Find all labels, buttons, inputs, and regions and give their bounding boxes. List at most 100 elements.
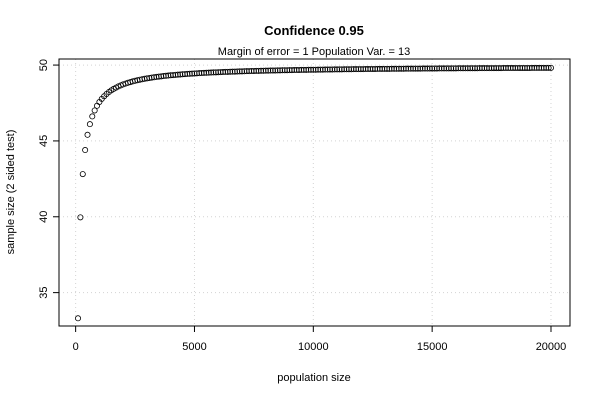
data-point xyxy=(184,70,191,77)
data-point xyxy=(407,65,414,72)
data-point xyxy=(348,66,355,73)
data-point xyxy=(272,67,279,74)
data-point xyxy=(239,68,246,75)
data-point xyxy=(158,73,165,80)
data-point xyxy=(284,67,291,74)
data-point xyxy=(198,70,205,77)
data-point xyxy=(355,66,362,73)
data-point xyxy=(174,71,181,78)
data-point xyxy=(457,65,464,72)
data-point xyxy=(429,65,436,72)
data-point xyxy=(547,64,554,71)
data-point xyxy=(89,113,96,120)
data-point xyxy=(443,65,450,72)
data-point xyxy=(219,69,226,76)
data-point xyxy=(474,65,481,72)
data-point xyxy=(441,65,448,72)
data-point xyxy=(422,65,429,72)
data-point xyxy=(331,66,338,73)
data-point xyxy=(353,66,360,73)
data-point xyxy=(186,70,193,77)
data-point xyxy=(376,65,383,72)
data-point xyxy=(224,68,231,75)
data-point xyxy=(414,65,421,72)
data-point xyxy=(350,66,357,73)
data-point xyxy=(483,65,490,72)
data-point xyxy=(433,65,440,72)
data-point xyxy=(507,65,514,72)
data-point xyxy=(481,65,488,72)
data-point xyxy=(193,70,200,77)
data-point xyxy=(203,69,210,76)
data-point xyxy=(517,64,524,71)
data-point xyxy=(509,65,516,72)
data-point xyxy=(528,64,535,71)
data-point xyxy=(208,69,215,76)
data-point xyxy=(236,68,243,75)
data-point xyxy=(265,67,272,74)
data-point xyxy=(533,64,540,71)
data-point xyxy=(269,67,276,74)
data-point xyxy=(448,65,455,72)
data-point xyxy=(253,67,260,74)
data-point xyxy=(391,65,398,72)
data-point xyxy=(277,67,284,74)
data-point xyxy=(450,65,457,72)
y-axis: 35 40 45 50 xyxy=(38,59,59,299)
data-point xyxy=(393,65,400,72)
data-point xyxy=(500,65,507,72)
data-point xyxy=(538,64,545,71)
chart-title: Confidence 0.95 xyxy=(264,23,364,38)
data-point xyxy=(196,70,203,77)
data-point xyxy=(490,65,497,72)
data-point xyxy=(324,66,331,73)
data-point xyxy=(288,67,295,74)
data-point xyxy=(462,65,469,72)
data-point xyxy=(436,65,443,72)
data-point xyxy=(479,65,486,72)
data-point xyxy=(540,64,547,71)
data-point xyxy=(502,65,509,72)
data-point xyxy=(298,66,305,73)
data-point xyxy=(84,131,91,138)
data-point xyxy=(362,66,369,73)
y-tick-label: 50 xyxy=(38,59,50,71)
data-point xyxy=(505,65,512,72)
data-point xyxy=(455,65,462,72)
data-point xyxy=(262,67,269,74)
data-point xyxy=(165,72,172,79)
data-point xyxy=(471,65,478,72)
data-point xyxy=(281,67,288,74)
data-point xyxy=(241,68,248,75)
data-point xyxy=(403,65,410,72)
data-point xyxy=(379,65,386,72)
data-point xyxy=(536,64,543,71)
x-tick-label: 10000 xyxy=(298,341,329,353)
data-point xyxy=(215,69,222,76)
x-axis: 0 5000 10000 15000 20000 xyxy=(73,326,566,353)
data-point xyxy=(234,68,241,75)
data-point xyxy=(305,66,312,73)
data-point xyxy=(246,68,253,75)
data-point xyxy=(334,66,341,73)
data-point xyxy=(162,72,169,79)
data-point xyxy=(303,66,310,73)
y-tick-label: 40 xyxy=(38,211,50,223)
data-point xyxy=(79,171,86,178)
y-tick-label: 35 xyxy=(38,287,50,299)
data-point xyxy=(210,69,217,76)
data-point xyxy=(189,70,196,77)
data-point xyxy=(341,66,348,73)
data-point xyxy=(91,107,98,114)
data-point xyxy=(322,66,329,73)
data-point xyxy=(86,121,93,128)
data-point xyxy=(343,66,350,73)
data-point xyxy=(386,65,393,72)
data-point xyxy=(388,65,395,72)
data-point xyxy=(519,64,526,71)
data-point xyxy=(317,66,324,73)
data-point xyxy=(526,64,533,71)
data-point xyxy=(181,71,188,78)
data-point xyxy=(227,68,234,75)
